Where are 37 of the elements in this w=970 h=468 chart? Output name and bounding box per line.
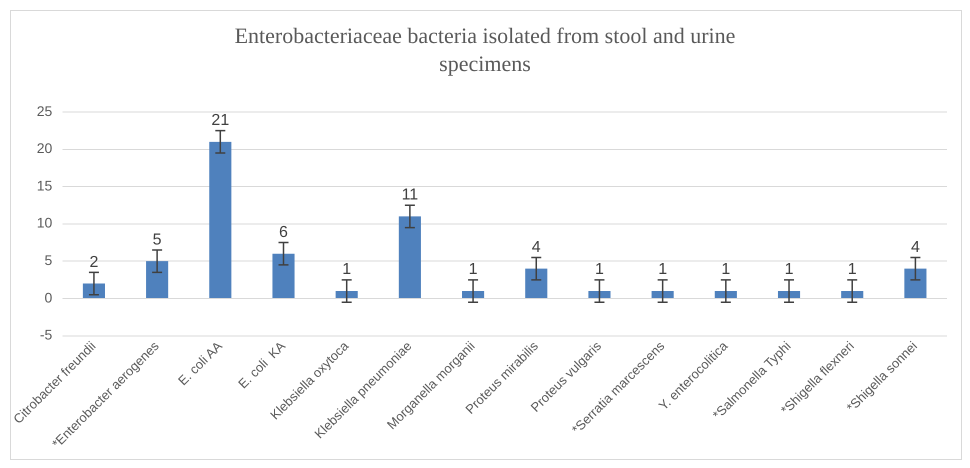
data-label: 1: [468, 261, 478, 278]
y-tick-label: 10: [36, 214, 53, 231]
x-tick-label: E. coli KA: [235, 338, 288, 392]
data-label: 1: [658, 261, 668, 278]
data-label: 1: [342, 261, 352, 278]
bar: [336, 291, 358, 298]
bar: [146, 261, 168, 298]
bar: [462, 291, 484, 298]
x-tick-label: E. coli AA: [175, 338, 226, 388]
data-label: 1: [784, 261, 794, 278]
bar: [398, 216, 421, 298]
bar: [904, 268, 926, 298]
chart-title: Enterobacteriaceae bacteria isolated from stool and urine specimens: [234, 22, 736, 78]
data-label: 1: [721, 261, 730, 278]
bar: [714, 291, 737, 298]
bar: [272, 254, 295, 298]
bar: [588, 291, 611, 298]
data-label: 4: [532, 238, 541, 256]
bar: [778, 291, 800, 298]
y-tick-label: 5: [44, 252, 53, 268]
y-tick-label: 20: [36, 140, 53, 156]
bar: [841, 291, 864, 298]
data-label: 1: [848, 261, 857, 278]
data-label: 6: [279, 224, 288, 241]
y-tick-label: 15: [36, 177, 53, 194]
bar: [525, 268, 548, 298]
y-tick-label: 25: [36, 102, 53, 119]
data-label: 2: [89, 254, 98, 271]
data-label: 1: [595, 261, 604, 278]
data-label: 4: [910, 238, 920, 256]
data-label: 21: [211, 112, 230, 130]
bar: [652, 291, 674, 298]
y-tick-label: 0: [44, 289, 53, 306]
bar: [209, 142, 232, 298]
y-tick-label: -5: [40, 326, 53, 343]
data-label: 5: [152, 231, 162, 248]
data-label: 11: [402, 186, 418, 204]
